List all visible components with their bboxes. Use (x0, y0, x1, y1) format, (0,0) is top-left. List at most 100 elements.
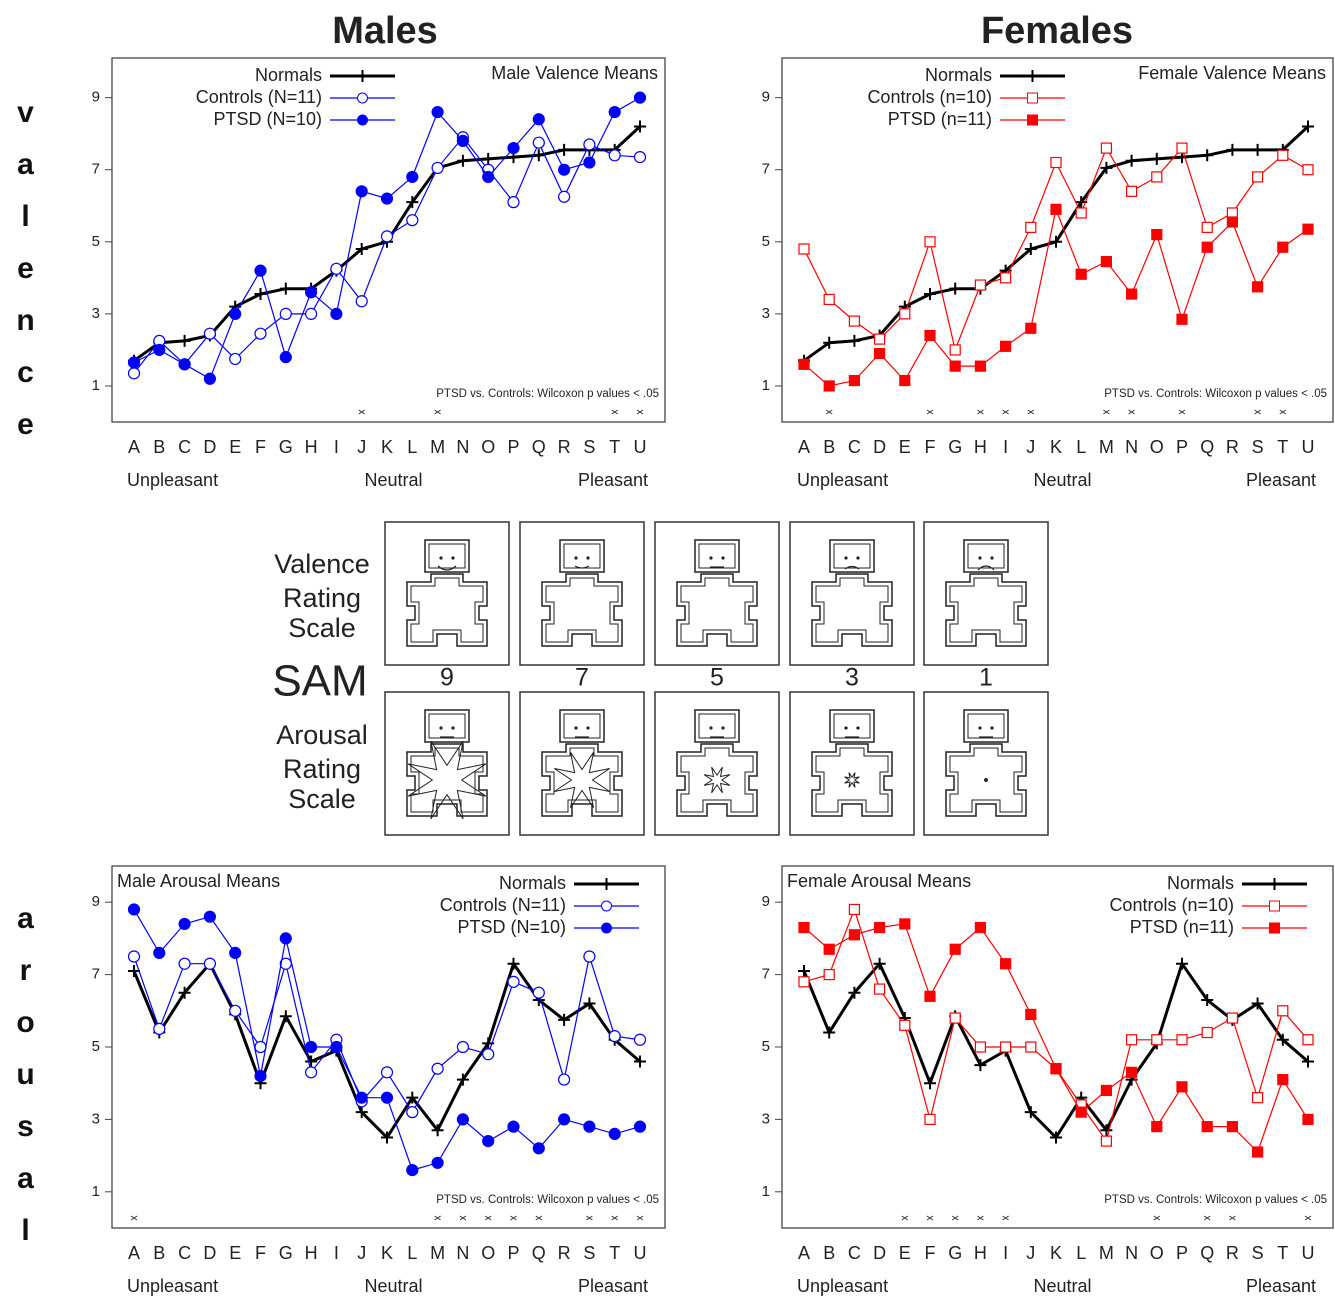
x-tick-label: I (334, 437, 339, 457)
legend-label: Normals (255, 65, 322, 85)
series-line (134, 957, 640, 1113)
marker (1303, 224, 1313, 234)
x-tick-label: O (481, 437, 495, 457)
marker (533, 114, 544, 125)
legend-label: Controls (N=11) (440, 895, 566, 915)
sam-head-inner (429, 544, 465, 568)
marker (635, 1034, 646, 1045)
significance-marker (511, 1216, 517, 1220)
y-tick-label: 7 (92, 161, 100, 178)
sam-frame (924, 522, 1048, 665)
sam-arousal-scribble (704, 767, 730, 793)
marker (1076, 269, 1086, 279)
sam-label: Valence (274, 549, 370, 579)
x-tick-label: B (153, 1243, 165, 1263)
marker (799, 977, 809, 987)
legend-label: Controls (n=10) (867, 87, 992, 107)
marker (1253, 282, 1263, 292)
marker (1152, 1122, 1162, 1132)
x-tick-label: C (848, 437, 861, 457)
marker (305, 1055, 317, 1067)
legend-marker (357, 70, 369, 82)
sam-title: SAM (272, 657, 367, 706)
sam-eye (990, 726, 993, 729)
marker (875, 334, 885, 344)
marker (407, 215, 418, 226)
sam-eye (586, 556, 589, 559)
legend-marker (602, 923, 612, 933)
sam-frame (655, 522, 779, 665)
marker (280, 283, 292, 295)
sam-figure (924, 692, 1048, 835)
y-tick-label: 9 (762, 893, 770, 910)
marker (1253, 1093, 1263, 1103)
marker (1001, 273, 1011, 283)
marker (559, 1114, 570, 1125)
x-tick-label: J (357, 1243, 366, 1263)
series-line (134, 964, 640, 1138)
x-tick-label: O (1150, 1243, 1164, 1263)
marker (875, 923, 885, 933)
x-tick-label: S (583, 437, 595, 457)
y-tick-label: 9 (92, 893, 100, 910)
marker (306, 1067, 317, 1078)
sam-eye (978, 726, 981, 729)
x-tick-label: E (229, 1243, 241, 1263)
marker (1152, 230, 1162, 240)
sam-frame (385, 692, 509, 835)
marker (559, 1074, 570, 1085)
marker (306, 287, 317, 298)
marker (1001, 959, 1011, 969)
marker (129, 951, 140, 962)
marker (1127, 289, 1137, 299)
series-line (804, 148, 1308, 350)
plot-frame (782, 866, 1333, 1228)
x-group-label: Neutral (1033, 1276, 1091, 1296)
x-tick-label: Q (532, 1243, 546, 1263)
significance-marker (1255, 410, 1261, 414)
x-tick-label: P (1176, 437, 1188, 457)
x-tick-label: K (1050, 437, 1062, 457)
series-line (134, 909, 640, 1170)
marker (1152, 172, 1162, 182)
marker (1227, 1013, 1237, 1023)
y-tick-label: 3 (762, 305, 770, 322)
y-tick-label: 5 (92, 233, 100, 250)
x-tick-label: N (456, 437, 469, 457)
x-tick-label: K (381, 1243, 393, 1263)
x-group-label: Unpleasant (797, 1276, 888, 1296)
x-tick-label: L (1076, 1243, 1086, 1263)
sam-scale-label: 5 (710, 664, 724, 692)
x-tick-label: P (507, 1243, 519, 1263)
marker (204, 911, 215, 922)
marker (230, 308, 241, 319)
sam-figure (924, 522, 1048, 665)
marker (1127, 1035, 1137, 1045)
sam-scale-label: 7 (575, 664, 589, 692)
sam-eye (574, 726, 577, 729)
x-tick-label: Q (1200, 437, 1214, 457)
marker (306, 308, 317, 319)
x-tick-label: U (634, 437, 647, 457)
sam-eye (709, 726, 712, 729)
x-group-label: Unpleasant (127, 470, 218, 490)
x-tick-label: D (873, 1243, 886, 1263)
marker (1253, 172, 1263, 182)
significance-marker (637, 410, 643, 414)
marker (1177, 143, 1187, 153)
x-tick-label: B (823, 1243, 835, 1263)
sam-eye (990, 556, 993, 559)
marker (1278, 150, 1288, 160)
legend-label: PTSD (N=10) (457, 917, 566, 937)
x-tick-label: Q (532, 437, 546, 457)
sam-frame (924, 692, 1048, 835)
significance-marker (1154, 1216, 1160, 1220)
note: PTSD vs. Controls: Wilcoxon p values < .… (1104, 388, 1327, 400)
marker (824, 970, 834, 980)
significance-marker (1003, 410, 1009, 414)
significance-marker (637, 1216, 643, 1220)
significance-marker (977, 410, 983, 414)
marker (925, 331, 935, 341)
marker (1101, 257, 1111, 267)
significance-marker (1204, 1216, 1210, 1220)
